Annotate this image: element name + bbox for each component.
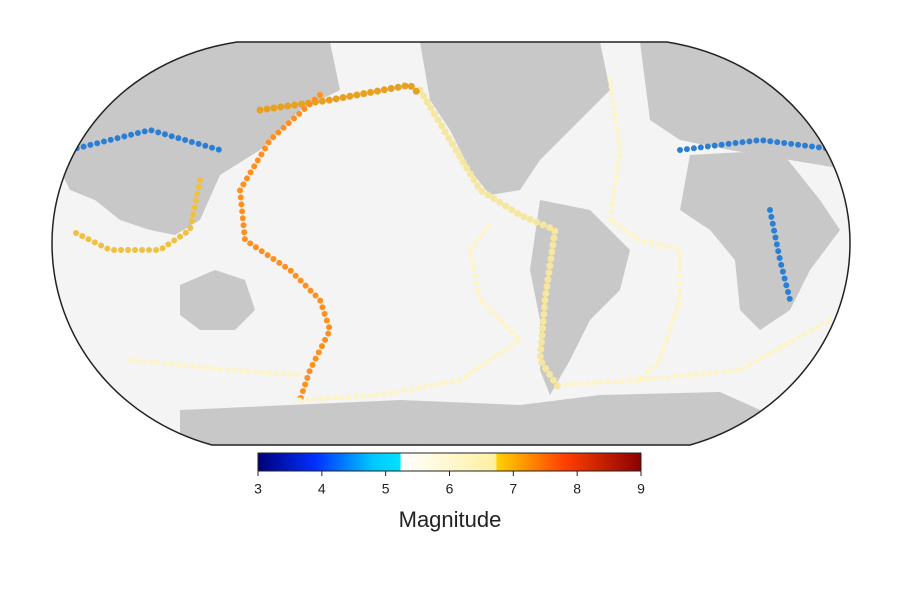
antarctica <box>180 392 760 445</box>
colorbar-tick-label: 4 <box>318 481 326 497</box>
map-outline <box>51 41 851 446</box>
colorbar-tick-label: 5 <box>382 481 390 497</box>
colorbar-label: Magnitude <box>399 507 502 532</box>
colorbar-tick-label: 6 <box>446 481 454 497</box>
greenland <box>540 42 600 75</box>
earthquake-belts <box>67 77 843 403</box>
colorbar-tick-label: 3 <box>254 481 262 497</box>
australia <box>180 270 255 330</box>
colorbar-tick-label: 9 <box>637 481 645 497</box>
colorbar-ramp <box>257 452 642 472</box>
south-america <box>530 200 630 395</box>
colorbar-tick-label: 7 <box>509 481 517 497</box>
map <box>52 42 850 445</box>
colorbar-tick-label: 8 <box>573 481 581 497</box>
colorbar: Magnitude 3 4 5 6 7 8 9 <box>254 452 645 532</box>
north-america <box>420 42 610 195</box>
africa <box>680 150 840 330</box>
